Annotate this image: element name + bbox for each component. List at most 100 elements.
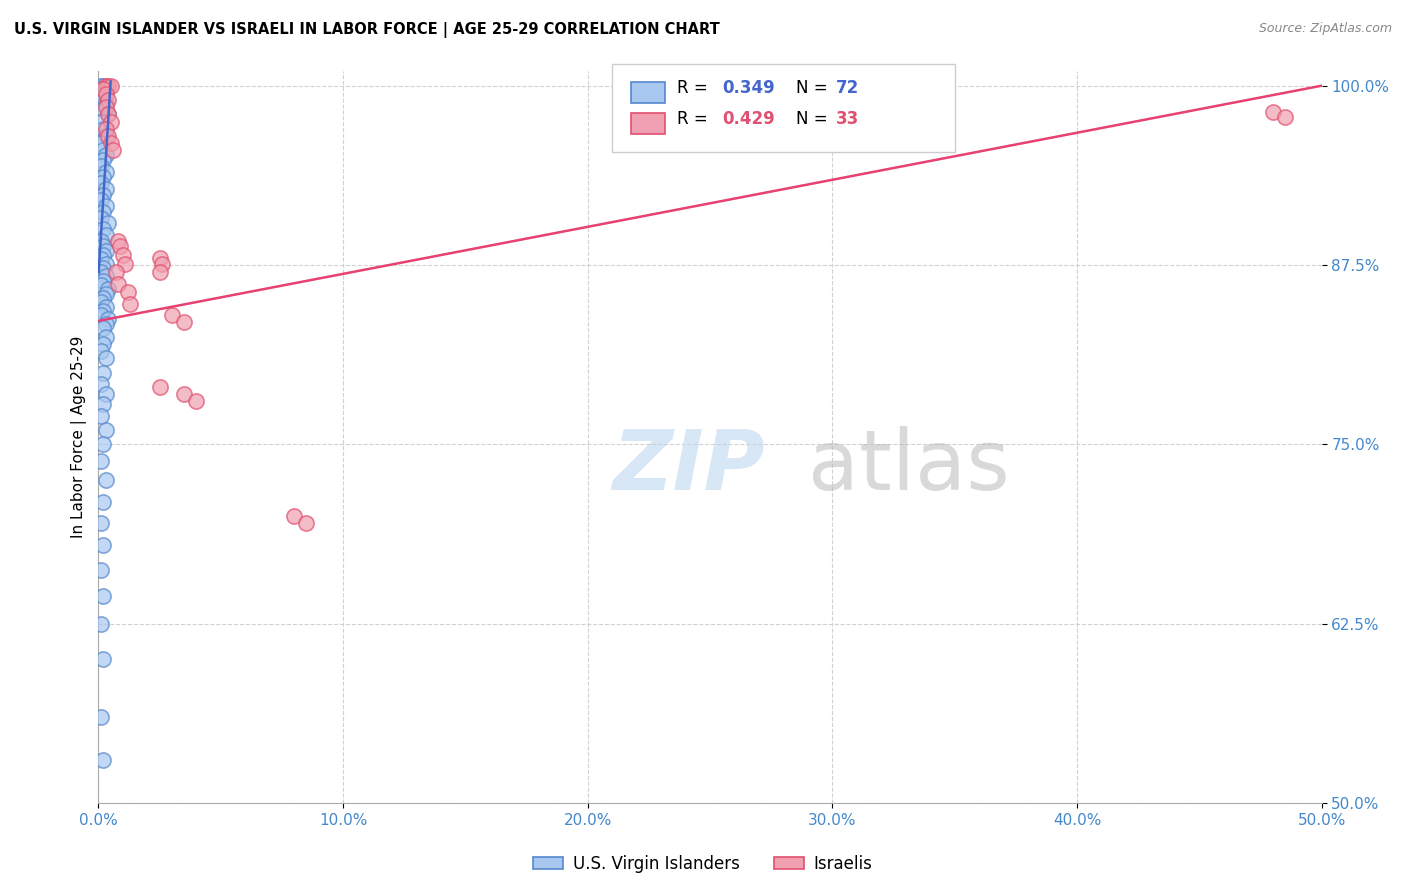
- Point: [90, 710, 112, 724]
- Point: [91, 397, 114, 411]
- Point: [91, 239, 114, 253]
- Point: [149, 251, 172, 265]
- Point: [94, 121, 117, 136]
- Point: [120, 296, 142, 310]
- Point: [91, 336, 114, 351]
- Point: [91, 291, 114, 305]
- Point: [90, 278, 112, 293]
- Point: [91, 205, 114, 219]
- Point: [160, 308, 183, 322]
- Point: [97, 93, 120, 107]
- Point: [91, 589, 114, 603]
- Point: [90, 114, 112, 128]
- Point: [91, 143, 114, 157]
- Point: [117, 285, 139, 300]
- Point: [150, 256, 173, 270]
- Point: [94, 95, 117, 110]
- Point: [91, 274, 114, 288]
- Point: [91, 78, 114, 93]
- Text: R =: R =: [678, 79, 713, 97]
- Point: [94, 351, 117, 366]
- Point: [283, 508, 305, 523]
- Point: [91, 187, 114, 202]
- Point: [110, 239, 132, 253]
- Point: [94, 165, 117, 179]
- FancyBboxPatch shape: [630, 82, 665, 103]
- Point: [94, 87, 117, 102]
- Text: N =: N =: [796, 79, 832, 97]
- Point: [94, 387, 117, 401]
- Text: U.S. VIRGIN ISLANDER VS ISRAELI IN LABOR FORCE | AGE 25-29 CORRELATION CHART: U.S. VIRGIN ISLANDER VS ISRAELI IN LABOR…: [14, 22, 720, 38]
- Point: [90, 159, 112, 173]
- Point: [173, 315, 195, 329]
- Point: [94, 147, 117, 161]
- Point: [94, 423, 117, 437]
- Text: 0.349: 0.349: [723, 79, 775, 97]
- Point: [90, 252, 112, 267]
- Point: [91, 494, 114, 508]
- Point: [91, 652, 114, 666]
- Point: [149, 380, 172, 394]
- Point: [97, 312, 120, 326]
- Point: [90, 81, 112, 95]
- Point: [90, 377, 112, 392]
- Point: [91, 366, 114, 380]
- Point: [91, 86, 114, 100]
- Point: [97, 216, 120, 230]
- Point: [94, 100, 117, 114]
- Point: [90, 564, 112, 578]
- Point: [91, 753, 114, 767]
- Point: [90, 265, 112, 279]
- Point: [97, 282, 120, 296]
- Point: [90, 211, 112, 225]
- Text: 72: 72: [837, 79, 859, 97]
- Y-axis label: In Labor Force | Age 25-29: In Labor Force | Age 25-29: [72, 336, 87, 538]
- Point: [90, 194, 112, 208]
- Text: ZIP: ZIP: [612, 425, 765, 507]
- Text: R =: R =: [678, 110, 713, 128]
- Point: [91, 437, 114, 451]
- Point: [111, 248, 134, 262]
- Point: [94, 256, 117, 270]
- Point: [94, 182, 117, 196]
- Point: [107, 234, 129, 248]
- Point: [90, 176, 112, 190]
- Point: [107, 277, 129, 291]
- Point: [90, 616, 112, 631]
- Point: [90, 90, 112, 104]
- Point: [100, 114, 122, 128]
- FancyBboxPatch shape: [612, 64, 955, 152]
- Point: [91, 321, 114, 335]
- Point: [94, 473, 117, 487]
- Point: [91, 222, 114, 236]
- Point: [94, 329, 117, 343]
- Point: [91, 248, 114, 262]
- Point: [114, 256, 136, 270]
- Text: N =: N =: [796, 110, 832, 128]
- Text: atlas: atlas: [808, 425, 1010, 507]
- Point: [90, 344, 112, 359]
- Point: [91, 304, 114, 318]
- Text: Source: ZipAtlas.com: Source: ZipAtlas.com: [1258, 22, 1392, 36]
- Point: [94, 286, 117, 301]
- Point: [186, 394, 208, 409]
- Point: [97, 107, 120, 121]
- Point: [94, 128, 117, 143]
- Point: [97, 107, 120, 121]
- Point: [94, 300, 117, 314]
- Point: [104, 265, 127, 279]
- Point: [101, 143, 124, 157]
- Point: [1261, 104, 1284, 119]
- Point: [90, 516, 112, 530]
- Point: [90, 409, 112, 423]
- Legend: U.S. Virgin Islanders, Israelis: U.S. Virgin Islanders, Israelis: [527, 848, 879, 880]
- Point: [1274, 110, 1296, 124]
- Point: [91, 538, 114, 552]
- Point: [94, 78, 117, 93]
- Point: [149, 265, 172, 279]
- Point: [94, 269, 117, 284]
- Point: [91, 102, 114, 116]
- Point: [90, 308, 112, 322]
- Text: 33: 33: [837, 110, 859, 128]
- Point: [91, 170, 114, 185]
